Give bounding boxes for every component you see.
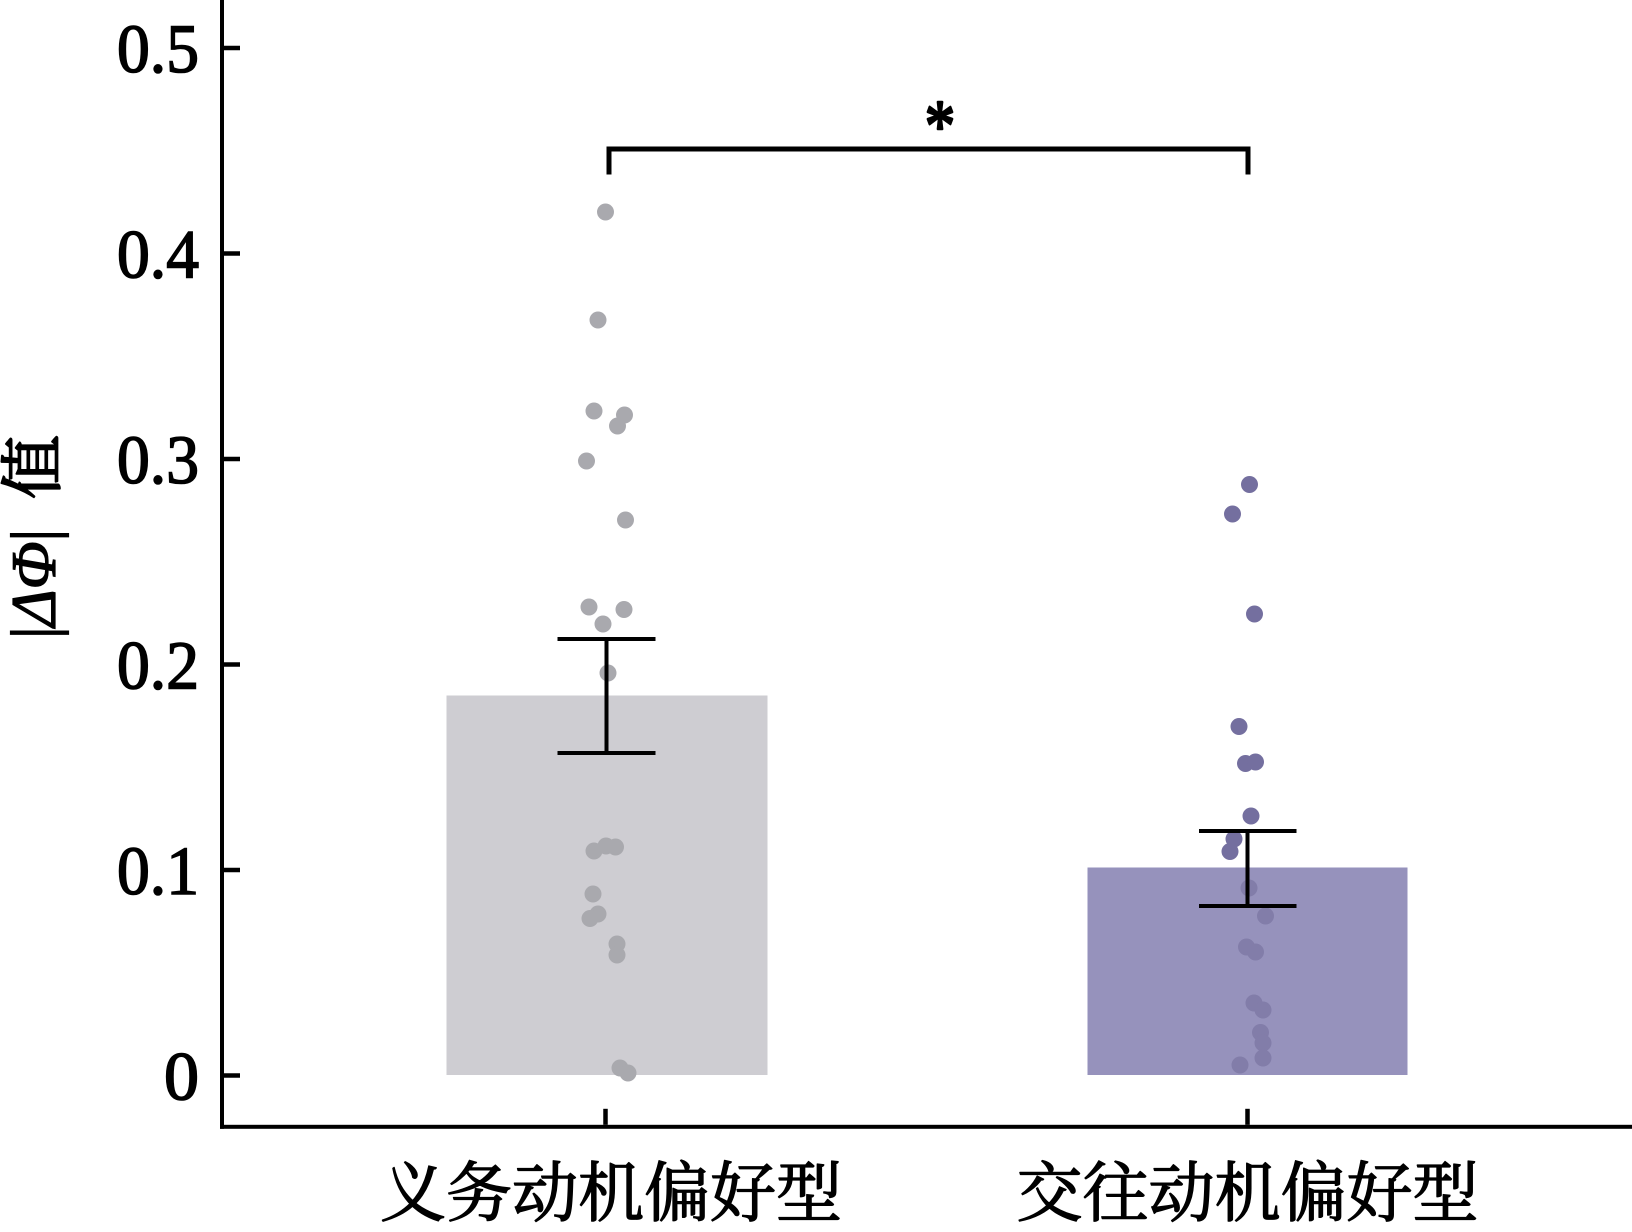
svg-text:0.4: 0.4 [117, 217, 199, 293]
svg-text:|ΔΦ|: |ΔΦ| [0, 529, 69, 639]
svg-text:0.2: 0.2 [117, 628, 199, 704]
svg-text:0.5: 0.5 [117, 11, 199, 87]
svg-text:0.1: 0.1 [117, 833, 199, 909]
svg-text:0: 0 [164, 1039, 199, 1115]
svg-text:0.3: 0.3 [117, 422, 199, 498]
